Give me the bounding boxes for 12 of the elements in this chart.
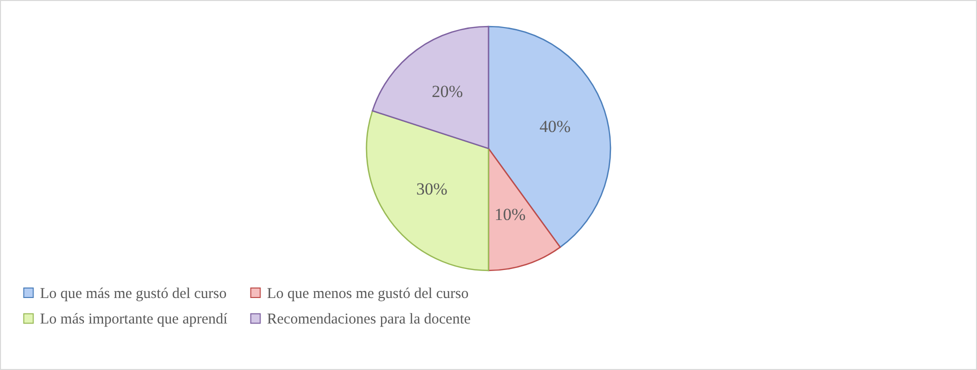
legend-label: Lo que menos me gustó del curso <box>267 286 469 302</box>
legend-label: Lo que más me gustó del curso <box>40 286 227 302</box>
data-label: 10% <box>494 205 526 224</box>
data-label: 30% <box>416 180 448 199</box>
data-label: 20% <box>432 82 463 101</box>
legend-label: Lo más importante que aprendí <box>40 312 228 328</box>
pie-slice <box>372 26 490 150</box>
pie-slice <box>366 110 490 272</box>
pie-slice <box>488 148 561 272</box>
legend-label: Recomendaciones para la docente <box>267 312 471 328</box>
data-label: 40% <box>539 116 571 136</box>
pie-slice <box>488 26 611 248</box>
